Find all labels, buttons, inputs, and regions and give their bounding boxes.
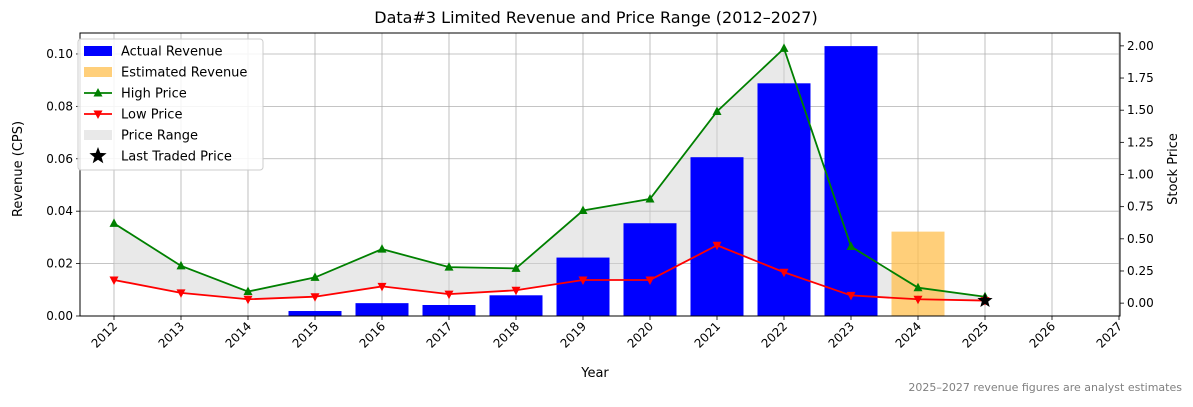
legend-swatch [84,67,112,77]
low-price-marker [310,293,320,302]
actual-revenue-bar [824,46,878,316]
y-left-tick-label: 0.00 [46,309,73,323]
high-price-line [113,46,986,298]
high-price-marker [310,272,320,281]
legend-label: Low Price [121,108,182,123]
legend-label: Estimated Revenue [121,66,247,81]
low-price-marker [176,289,186,298]
low-price-line [113,244,986,302]
high-price-marker [444,262,454,271]
legend-item: Low Price [84,108,182,123]
y-axis-left-label: Revenue (CPS) [11,121,26,217]
y-right-tick-label: 0.25 [1127,264,1154,278]
high-price-marker [712,106,722,115]
legend-swatch [84,130,112,140]
y-right-tick-label: 0.75 [1127,200,1154,214]
y-left-tick-label: 0.10 [46,47,73,61]
high-price-marker [913,282,923,292]
legend-item: Actual Revenue [84,45,222,60]
legend-label: Actual Revenue [121,45,222,60]
low-price-marker [243,295,253,305]
actual-revenue-bar [489,295,543,316]
legend-item: High Price [84,87,187,102]
actual-revenue-bar [288,311,342,316]
actual-revenue-bar [422,304,476,316]
low-price-marker [712,241,722,251]
low-price-marker [377,282,387,292]
revenue-bars [288,46,945,316]
legend-marker [93,88,103,97]
y-right-tick-label: 1.00 [1127,168,1154,182]
legend-item: Estimated Revenue [84,66,247,81]
legend-label: Last Traded Price [121,150,232,165]
actual-revenue-bar [690,157,744,316]
y-left-tick-label: 0.08 [46,99,73,113]
y-right-tick-label: 0.50 [1127,232,1154,246]
low-price-marker [109,276,119,285]
legend-label: Price Range [121,129,198,144]
low-price-marker [511,286,521,296]
legend-marker [93,110,103,119]
actual-revenue-bar [556,257,610,316]
y-left-tick-label: 0.06 [46,152,73,166]
y-right-tick-label: 1.25 [1127,135,1154,149]
high-price-marker [779,43,789,52]
actual-revenue-bar [623,223,677,316]
high-price-marker [511,263,521,272]
plot-frame [79,32,1121,317]
low-price-marker [913,295,923,305]
y-axis-right-label: Stock Price [1166,133,1181,205]
legend: Actual Revenue Estimated Revenue High Pric… [77,38,264,171]
actual-revenue-bar [757,83,811,316]
y-left-tick-label: 0.02 [46,257,73,271]
y-right-tick-label: 0.00 [1127,296,1154,310]
high-price-marker [109,218,119,227]
legend-item: Price Range [84,129,198,144]
price-lines [109,43,993,307]
footnote: 2025–2027 revenue figures are analyst es… [908,381,1182,394]
high-price-marker [846,241,856,251]
legend-swatch [84,46,112,56]
y-right-tick-label: 2.00 [1127,39,1154,53]
high-price-marker [377,244,387,253]
low-price-marker [846,291,856,301]
high-price-marker [243,286,253,296]
high-price-marker [578,205,588,215]
high-price-marker [645,193,655,203]
legend-label: High Price [121,87,187,102]
low-price-marker [645,276,655,285]
legend-box [77,38,264,171]
last-traded-price-marker [977,292,993,307]
low-price-marker [779,268,789,278]
high-price-marker [176,260,186,270]
low-price-marker [444,290,454,300]
y-right-tick-label: 1.75 [1127,71,1154,85]
low-price-marker [578,276,588,285]
chart-title: Data#3 Limited Revenue and Price Range (… [374,8,817,27]
y-left-tick-label: 0.04 [46,204,73,218]
legend-item: Last Traded Price [89,147,232,165]
y-right-tick-label: 1.50 [1127,103,1154,117]
x-axis-label: Year [580,366,609,381]
actual-revenue-bar [355,303,409,316]
legend-swatch [89,147,107,164]
